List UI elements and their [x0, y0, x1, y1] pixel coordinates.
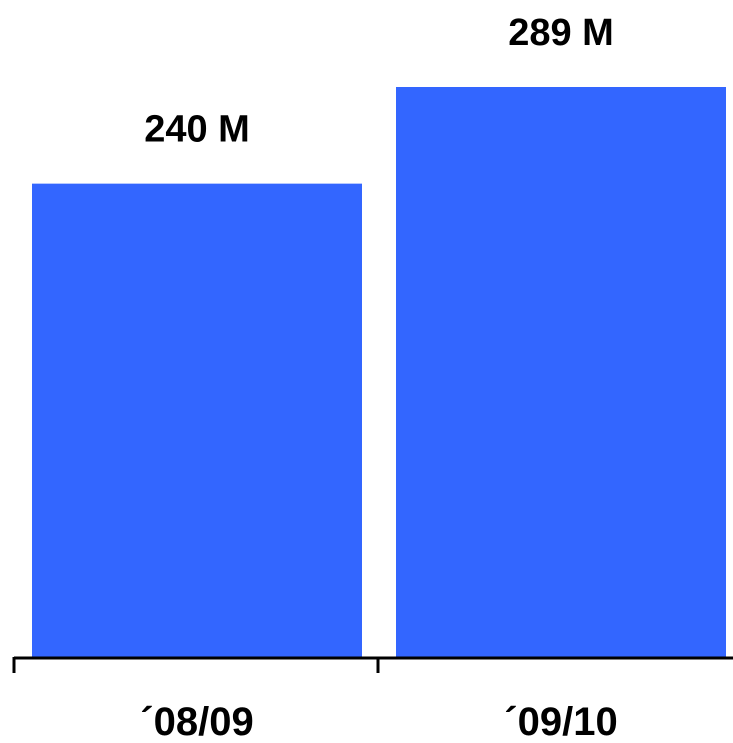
bars-group: [32, 87, 726, 657]
bar-2: [396, 87, 726, 657]
category-label-1: ´08/09: [140, 700, 253, 743]
category-labels-group: ´08/09 ´09/10: [140, 700, 617, 743]
x-axis: [12, 656, 733, 673]
value-label-1: 240 M: [144, 109, 250, 151]
value-label-2: 289 M: [508, 12, 614, 54]
value-labels-group: 240 M 289 M: [144, 12, 614, 151]
bar-1: [32, 183, 362, 657]
category-label-2: ´09/10: [504, 700, 617, 743]
